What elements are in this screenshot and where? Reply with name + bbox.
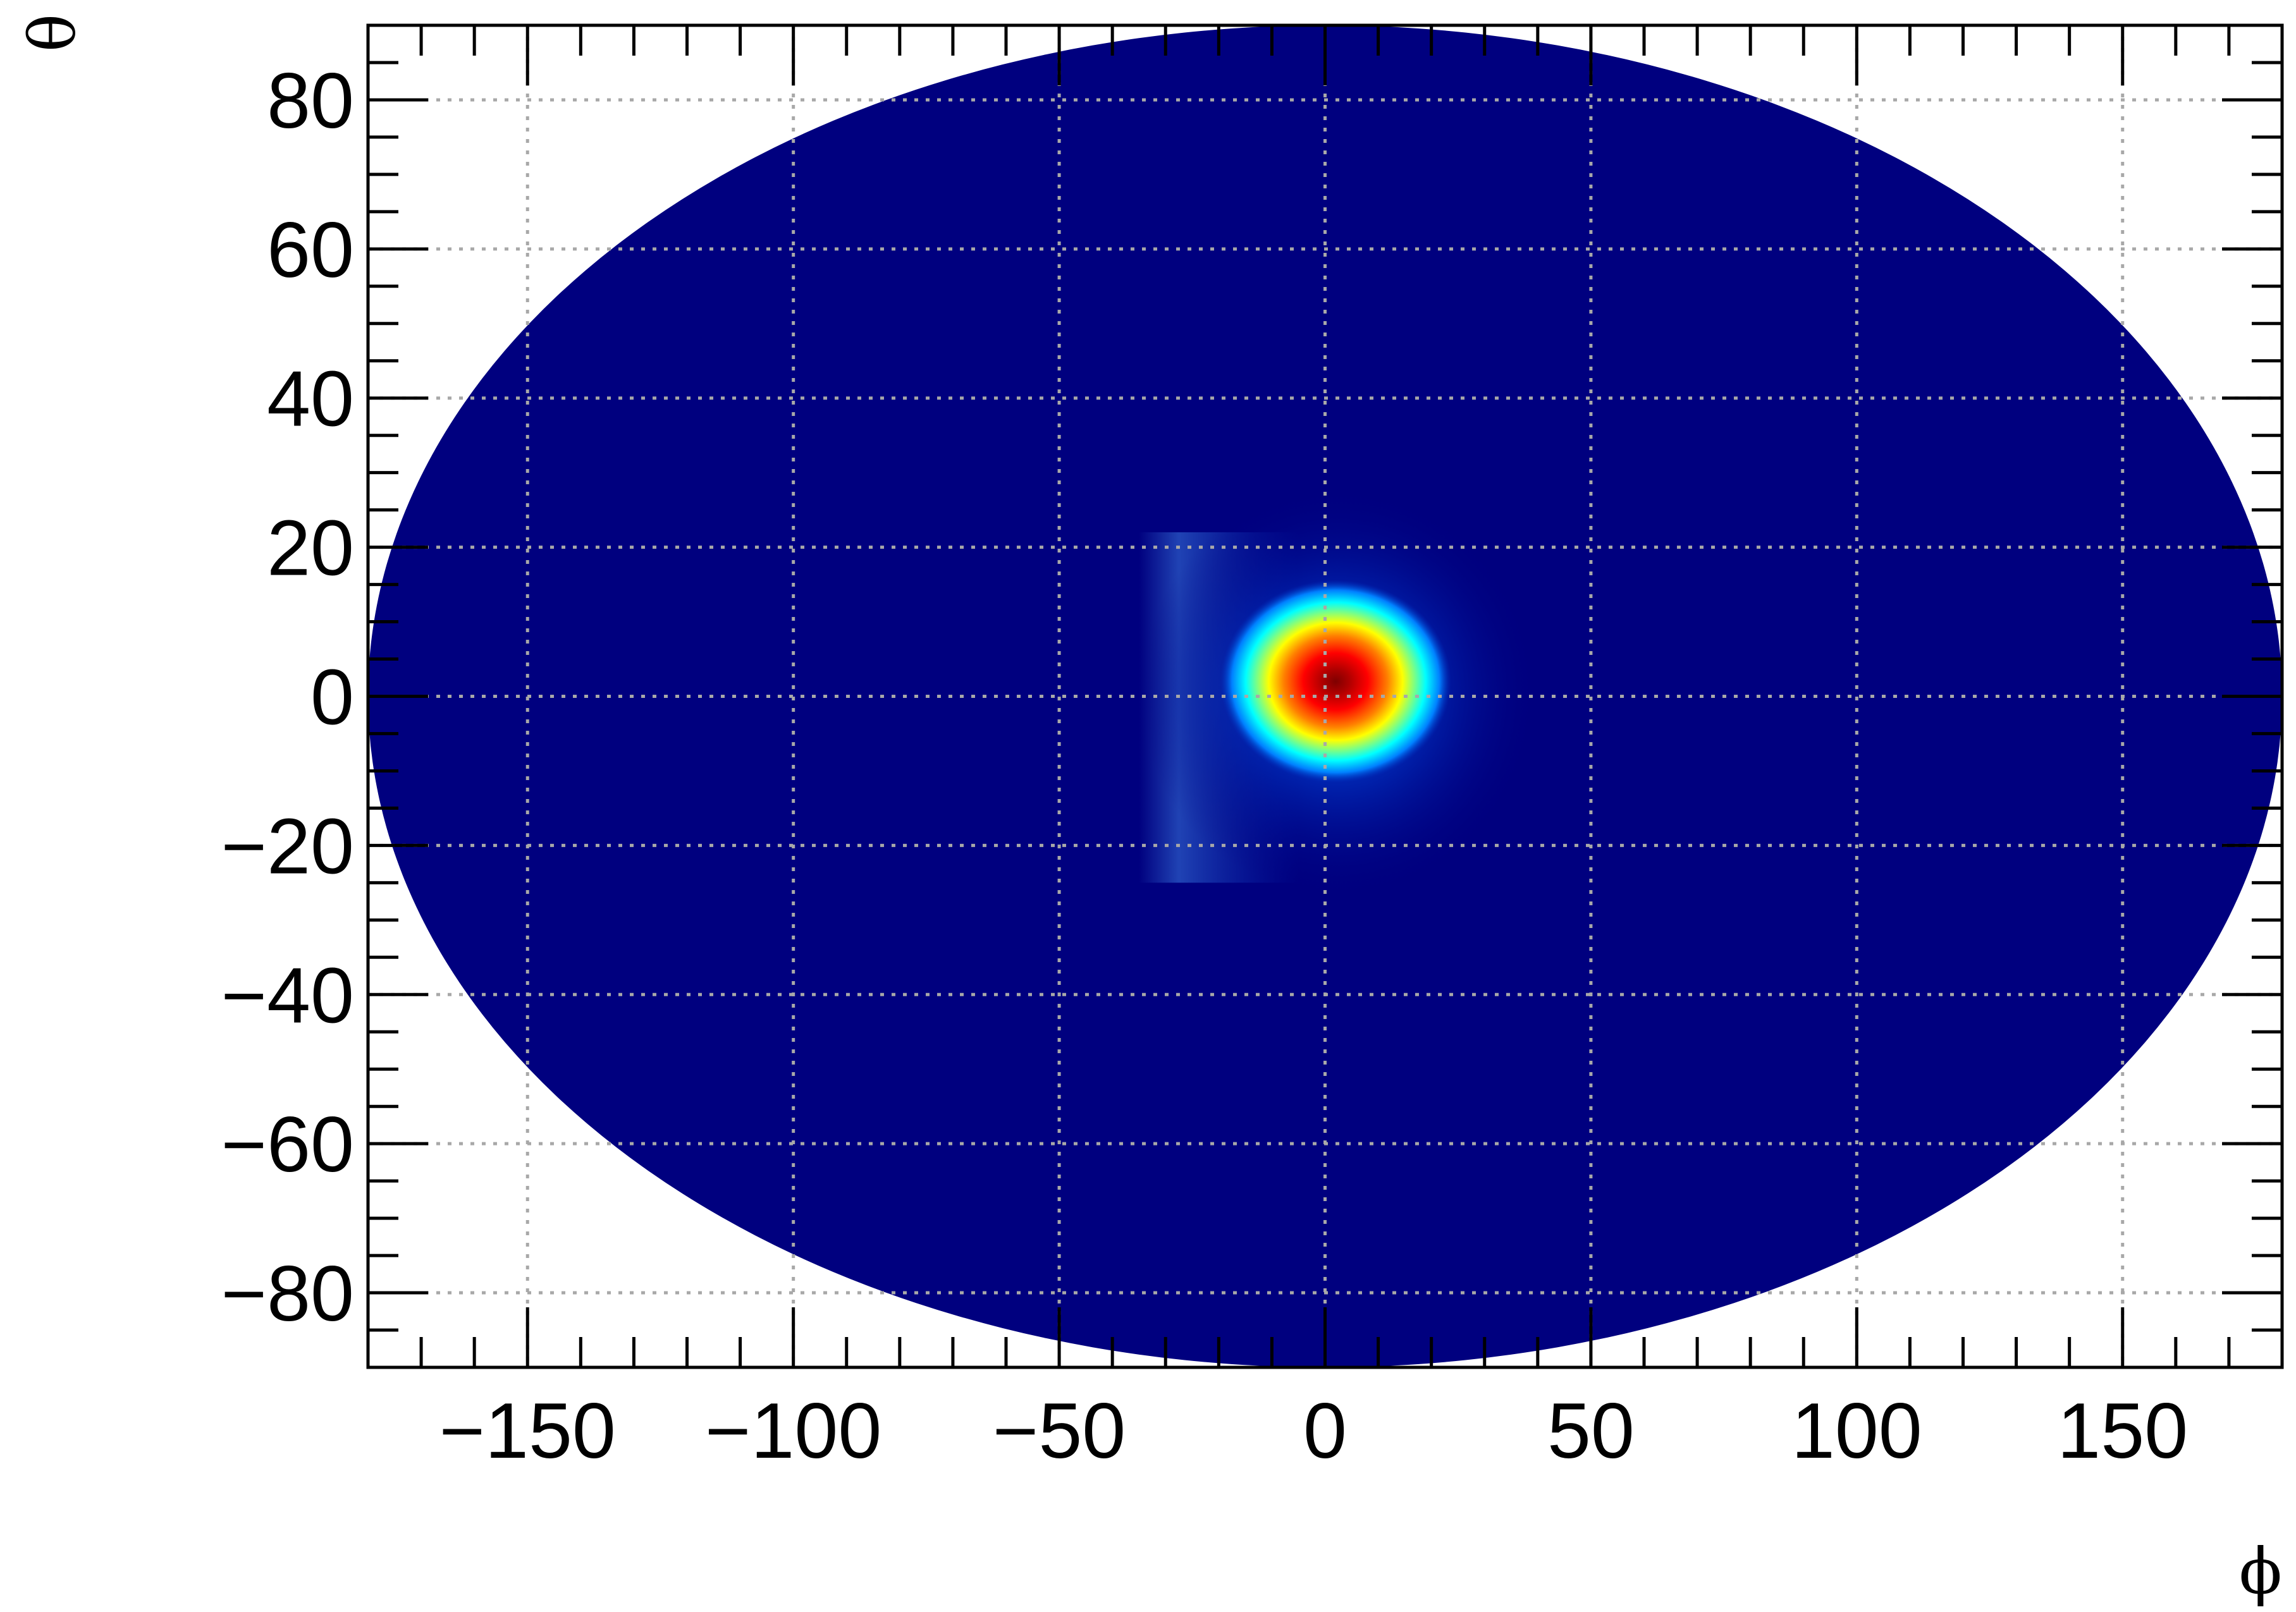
y-tick-label: 20 — [267, 505, 354, 592]
x-tick-label: 100 — [1791, 1388, 1922, 1475]
y-tick-label: −20 — [221, 803, 354, 890]
axis-ticks — [368, 23, 2282, 1369]
x-axis-title: ϕ — [2239, 1534, 2282, 1608]
y-axis-title: θ — [16, 14, 90, 52]
y-tick-label: 0 — [310, 654, 354, 742]
y-tick-label: 60 — [267, 207, 354, 294]
y-tick-label: 80 — [267, 58, 354, 145]
y-tick-label: −40 — [221, 952, 354, 1039]
x-tick-label: 50 — [1547, 1388, 1635, 1475]
x-tick-label: 150 — [2057, 1388, 2188, 1475]
x-tick-labels: −150 −100 −50 0 50 100 150 — [439, 1388, 2189, 1475]
y-tick-label: −80 — [221, 1250, 354, 1338]
y-tick-label: −60 — [221, 1101, 354, 1188]
x-tick-label: −150 — [439, 1388, 616, 1475]
x-tick-label: 0 — [1303, 1388, 1347, 1475]
x-tick-label: −50 — [993, 1388, 1126, 1475]
y-tick-labels: −80 −60 −40 −20 0 20 40 60 80 — [221, 58, 354, 1338]
grid-lines — [368, 25, 2282, 1367]
x-tick-label: −100 — [705, 1388, 881, 1475]
y-tick-label: 40 — [267, 356, 354, 443]
hotspot-core — [1220, 580, 1451, 783]
